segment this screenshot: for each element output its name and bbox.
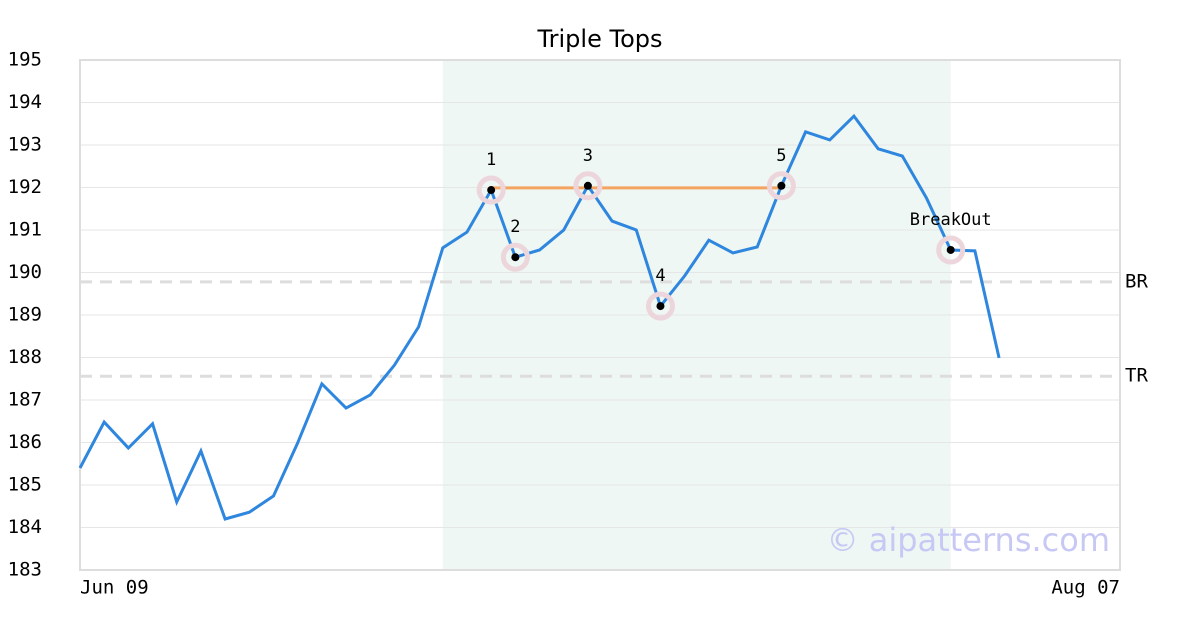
point-label: BreakOut	[910, 210, 992, 230]
y-tick-label: 190	[8, 261, 42, 283]
point-halo	[766, 171, 796, 201]
y-tick-label: 195	[8, 49, 42, 71]
point-label: 4	[655, 266, 665, 286]
point-halo	[936, 235, 966, 265]
point-dot	[777, 181, 786, 190]
watermark: © aipatterns.com	[827, 521, 1110, 559]
y-tick-label: 189	[8, 304, 42, 326]
y-tick-label: 193	[8, 134, 42, 156]
point-dot	[511, 253, 520, 262]
point-halo	[476, 175, 506, 205]
point-dot	[656, 302, 665, 311]
point-halo	[573, 171, 603, 201]
level-label: TR	[1125, 365, 1148, 387]
x-tick-label: Aug 07	[1051, 577, 1120, 599]
chart-title: Triple Tops	[537, 25, 663, 53]
x-tick-label: Jun 09	[80, 577, 149, 599]
y-tick-label: 183	[8, 559, 42, 581]
point-label: 3	[583, 146, 593, 166]
y-tick-label: 191	[8, 219, 42, 241]
y-tick-label: 192	[8, 176, 42, 198]
point-label: 2	[510, 217, 520, 237]
point-label: 1	[486, 150, 496, 170]
y-tick-label: 188	[8, 346, 42, 368]
point-dot	[946, 245, 955, 254]
price-line	[78, 113, 1001, 521]
level-label: BR	[1125, 270, 1148, 292]
y-tick-label: 187	[8, 389, 42, 411]
y-tick-label: 185	[8, 474, 42, 496]
point-dot	[583, 181, 592, 190]
point-halo	[500, 242, 530, 272]
point-dot	[487, 186, 496, 195]
point-label: 5	[776, 146, 786, 166]
y-tick-label: 186	[8, 431, 42, 453]
plot-frame	[79, 59, 1121, 571]
y-tick-label: 184	[8, 516, 42, 538]
y-tick-label: 194	[8, 91, 42, 113]
point-halo	[645, 291, 675, 321]
